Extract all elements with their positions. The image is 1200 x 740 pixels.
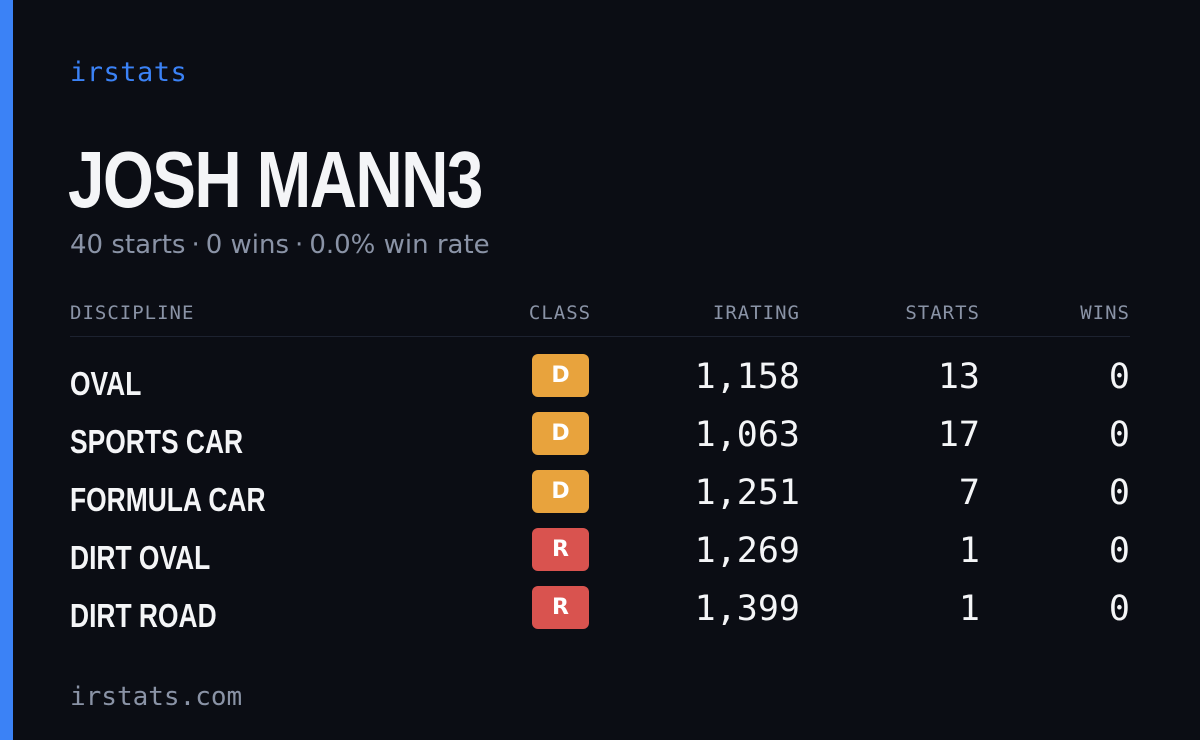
row-discipline: SPORTS CAR: [70, 423, 244, 460]
row-discipline: DIRT ROAD: [70, 597, 217, 634]
header-wins: WINS: [1080, 302, 1130, 324]
license-class-badge: D: [532, 354, 589, 397]
header-divider: [70, 336, 1130, 337]
row-discipline: DIRT OVAL: [70, 539, 211, 576]
row-wins: 0: [1108, 473, 1130, 513]
summary-starts: 40 starts: [70, 230, 186, 260]
row-irating: 1,063: [694, 415, 800, 455]
license-class-badge: R: [532, 528, 589, 571]
row-starts: 7: [958, 473, 980, 513]
row-starts: 1: [958, 589, 980, 629]
footer-url: irstats.com: [70, 682, 243, 712]
row-irating: 1,251: [694, 473, 800, 513]
row-discipline: OVAL: [70, 365, 142, 402]
accent-bar: [0, 0, 13, 740]
row-wins: 0: [1108, 531, 1130, 571]
player-name: JOSH MANN3: [68, 135, 483, 224]
table-header: DISCIPLINE CLASS IRATING STARTS WINS: [70, 298, 1130, 328]
summary-win-rate: 0.0% win rate: [309, 230, 490, 260]
table-row: DIRT OVAL R 1,269 1 0: [70, 524, 1130, 582]
summary-wins: 0 wins: [205, 230, 290, 260]
discipline-table: OVAL D 1,158 13 0 SPORTS CAR D 1,063 17 …: [70, 350, 1130, 640]
license-class-badge: D: [532, 412, 589, 455]
row-wins: 0: [1108, 589, 1130, 629]
table-row: SPORTS CAR D 1,063 17 0: [70, 408, 1130, 466]
license-class-badge: R: [532, 586, 589, 629]
row-discipline: FORMULA CAR: [70, 481, 266, 518]
row-starts: 1: [958, 531, 980, 571]
brand-logo: irstats: [70, 57, 188, 88]
header-starts: STARTS: [905, 302, 980, 324]
row-starts: 13: [937, 357, 980, 397]
row-irating: 1,269: [694, 531, 800, 571]
header-discipline: DISCIPLINE: [70, 302, 195, 324]
row-irating: 1,399: [694, 589, 800, 629]
header-irating: IRATING: [712, 302, 800, 324]
player-summary: 40 starts · 0 wins · 0.0% win rate: [70, 228, 490, 262]
row-starts: 17: [937, 415, 980, 455]
table-row: OVAL D 1,158 13 0: [70, 350, 1130, 408]
table-row: FORMULA CAR D 1,251 7 0: [70, 466, 1130, 524]
header-class: CLASS: [528, 302, 592, 324]
table-row: DIRT ROAD R 1,399 1 0: [70, 582, 1130, 640]
summary-separator: ·: [295, 230, 304, 260]
row-wins: 0: [1108, 357, 1130, 397]
summary-separator: ·: [191, 230, 200, 260]
row-irating: 1,158: [694, 357, 800, 397]
license-class-badge: D: [532, 470, 589, 513]
row-wins: 0: [1108, 415, 1130, 455]
